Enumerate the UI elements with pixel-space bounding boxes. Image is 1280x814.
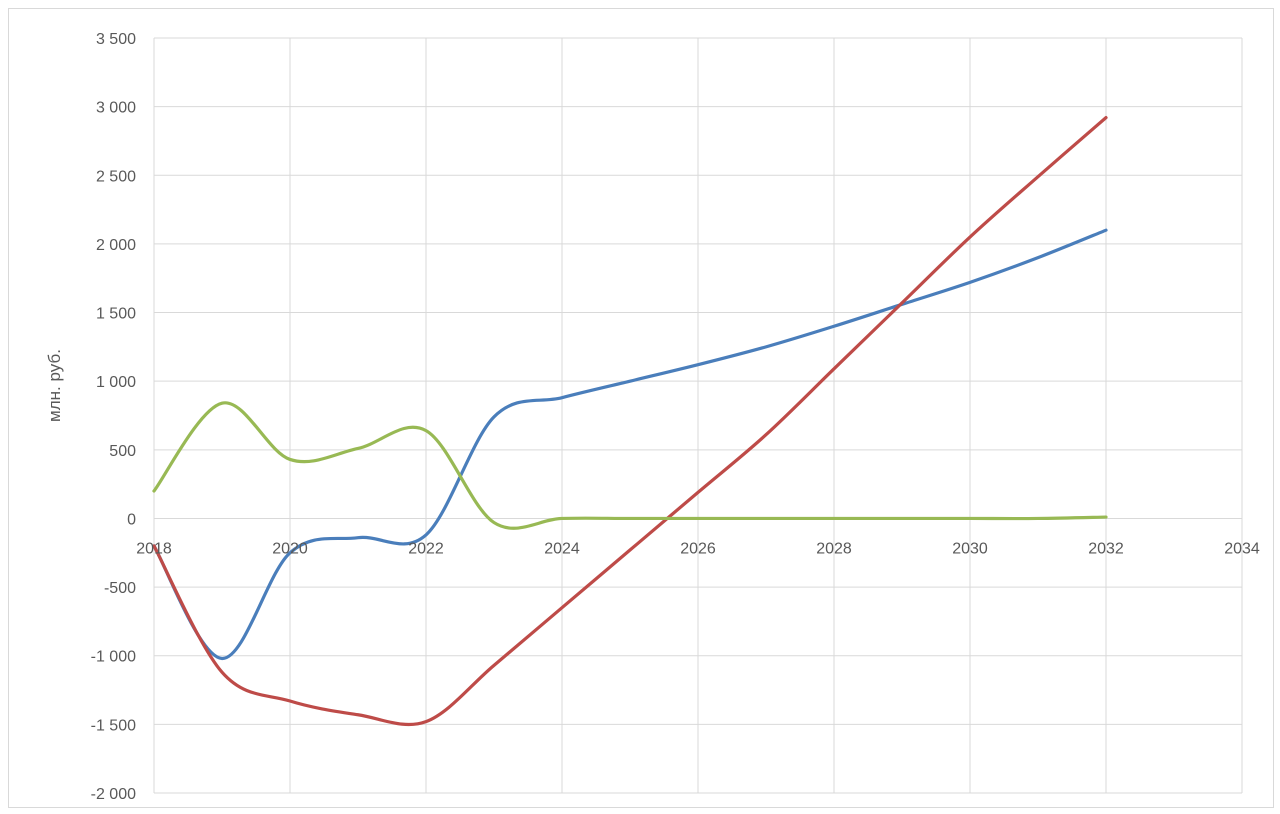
y-tick-label: 3 500 bbox=[96, 31, 136, 48]
y-tick-label: 1 000 bbox=[96, 374, 136, 391]
x-tick-label: 2028 bbox=[816, 540, 852, 557]
y-tick-label: 3 000 bbox=[96, 100, 136, 117]
x-tick-label: 2018 bbox=[136, 540, 172, 557]
x-tick-label: 2024 bbox=[544, 540, 580, 557]
series-line-2 bbox=[152, 116, 1108, 727]
y-tick-label: 2 500 bbox=[96, 168, 136, 185]
gridlines bbox=[153, 37, 1243, 794]
series-lines bbox=[152, 116, 1108, 727]
x-tick-labels: 2018 2020 2022 2024 2026 2028 2030 2032 2034 bbox=[136, 540, 1260, 557]
x-tick-label: 2026 bbox=[680, 540, 716, 557]
x-tick-label: 2022 bbox=[408, 540, 444, 557]
y-tick-label: -500 bbox=[104, 580, 136, 597]
y-tick-label: -1 000 bbox=[91, 649, 136, 666]
y-tick-label: -1 500 bbox=[91, 717, 136, 734]
y-tick-label: 500 bbox=[109, 443, 136, 460]
y-tick-label: 1 500 bbox=[96, 306, 136, 323]
y-tick-label: 2 000 bbox=[96, 237, 136, 254]
y-tick-label: 0 bbox=[127, 511, 136, 528]
y-tick-labels: -2 000 -1 500 -1 000 -500 0 500 1 000 1 500 2 00… bbox=[91, 31, 136, 803]
x-tick-label: 2032 bbox=[1088, 540, 1124, 557]
x-tick-label: 2030 bbox=[952, 540, 988, 557]
series-line-3 bbox=[152, 401, 1108, 530]
chart-frame bbox=[8, 8, 1274, 808]
x-tick-label: 2020 bbox=[272, 540, 308, 557]
series-line-1 bbox=[152, 228, 1108, 661]
y-axis-title: млн. руб. bbox=[45, 349, 64, 422]
x-tick-label: 2034 bbox=[1224, 540, 1260, 557]
y-tick-label: -2 000 bbox=[91, 786, 136, 803]
